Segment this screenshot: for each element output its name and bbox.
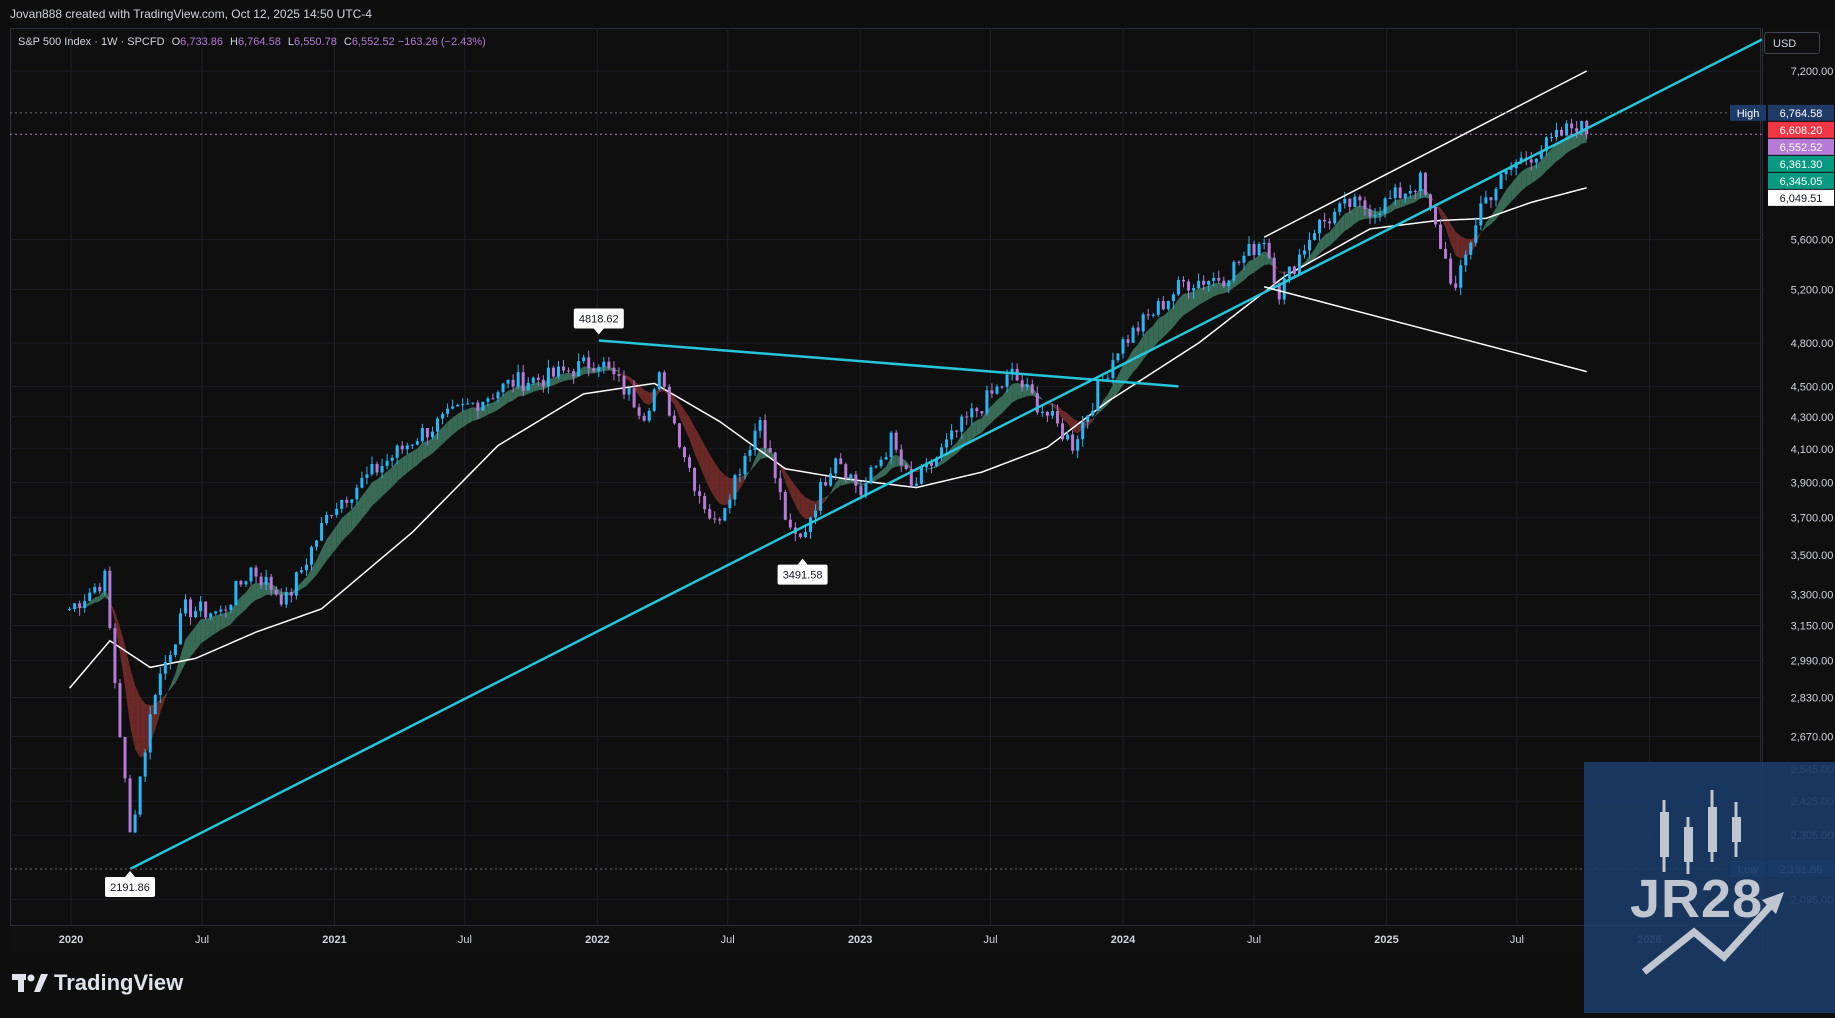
tradingview-wordmark: TradingView xyxy=(54,970,184,995)
symbol-title: S&P 500 Index · 1W · SPCFD xyxy=(18,36,165,48)
change-value: −163.26 (−2.43%) xyxy=(397,36,486,48)
low-label: L xyxy=(287,36,295,48)
open-value: 6,733.86 xyxy=(180,36,223,48)
high-label: H xyxy=(230,36,238,48)
top-bar: Jovan888 created with TradingView.com, O… xyxy=(0,0,1835,28)
high-value: 6,764.58 xyxy=(238,36,281,48)
time-axis[interactable] xyxy=(10,925,1761,953)
bottom-bar xyxy=(0,953,1835,1013)
chart-pane[interactable] xyxy=(10,28,1761,953)
symbol-legend[interactable]: S&P 500 Index · 1W · SPCFD O6,733.86 H6,… xyxy=(18,36,486,48)
close-label: C xyxy=(343,36,352,48)
jr28-logo-text: JR28 xyxy=(1630,869,1764,929)
tradingview-logo[interactable]: TradingView xyxy=(12,970,183,996)
jr28-logo-icon xyxy=(1641,790,1784,975)
currency-button[interactable]: USD xyxy=(1764,32,1820,54)
tradingview-logo-icon xyxy=(12,974,48,992)
low-value: 6,550.78 xyxy=(294,36,337,48)
close-value: 6,552.52 xyxy=(351,36,395,48)
jr28-watermark: JR28 xyxy=(1584,762,1835,1013)
open-label: O xyxy=(171,36,181,48)
author-credit: Jovan888 created with TradingView.com, O… xyxy=(10,7,372,21)
